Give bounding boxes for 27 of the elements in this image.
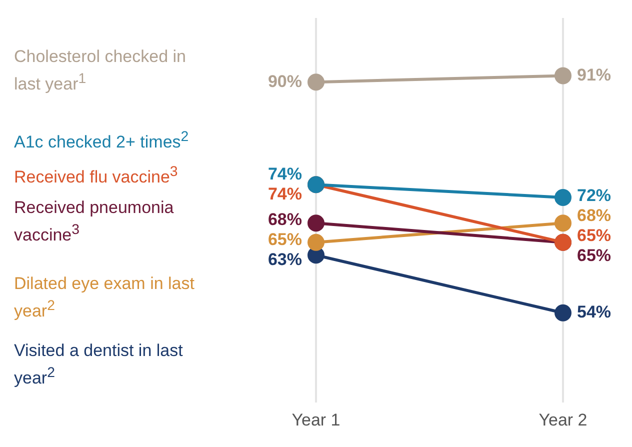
x-tick-label: Year 1 — [292, 410, 340, 430]
text: Cholesterol checked in last year$^{1}$ — [14, 46, 187, 96]
text: Visited a dentist in last year$^{2}$ — [14, 340, 184, 390]
point — [308, 74, 324, 91]
point — [554, 188, 572, 206]
data-label: 74% — [268, 164, 302, 184]
data-label: 63% — [268, 250, 302, 269]
x-tick-label: Year 2 — [538, 410, 588, 430]
data-label: 65% — [577, 226, 612, 246]
data-label: 54% — [577, 302, 612, 322]
data-label: 72% — [577, 186, 612, 206]
point — [554, 214, 572, 232]
text: Dilated eye exam in last year$^{2}$ — [14, 272, 196, 322]
data-label: 68% — [577, 206, 612, 226]
data-label: 68% — [268, 210, 302, 229]
data-label: 65% — [577, 246, 612, 266]
data-label: 90% — [268, 72, 302, 91]
data-label: 91% — [577, 65, 612, 84]
data-label: 65% — [268, 230, 302, 249]
text: Received pneumonia vaccine$^{3}$ — [14, 196, 175, 247]
point — [554, 67, 572, 84]
point — [308, 214, 324, 232]
point — [308, 234, 324, 251]
text: Received flu vaccine$^{3}$ — [14, 163, 179, 189]
text: A1c checked 2+ times$^{2}$ — [14, 128, 190, 154]
data-label: 74% — [268, 184, 302, 204]
point — [554, 304, 572, 322]
